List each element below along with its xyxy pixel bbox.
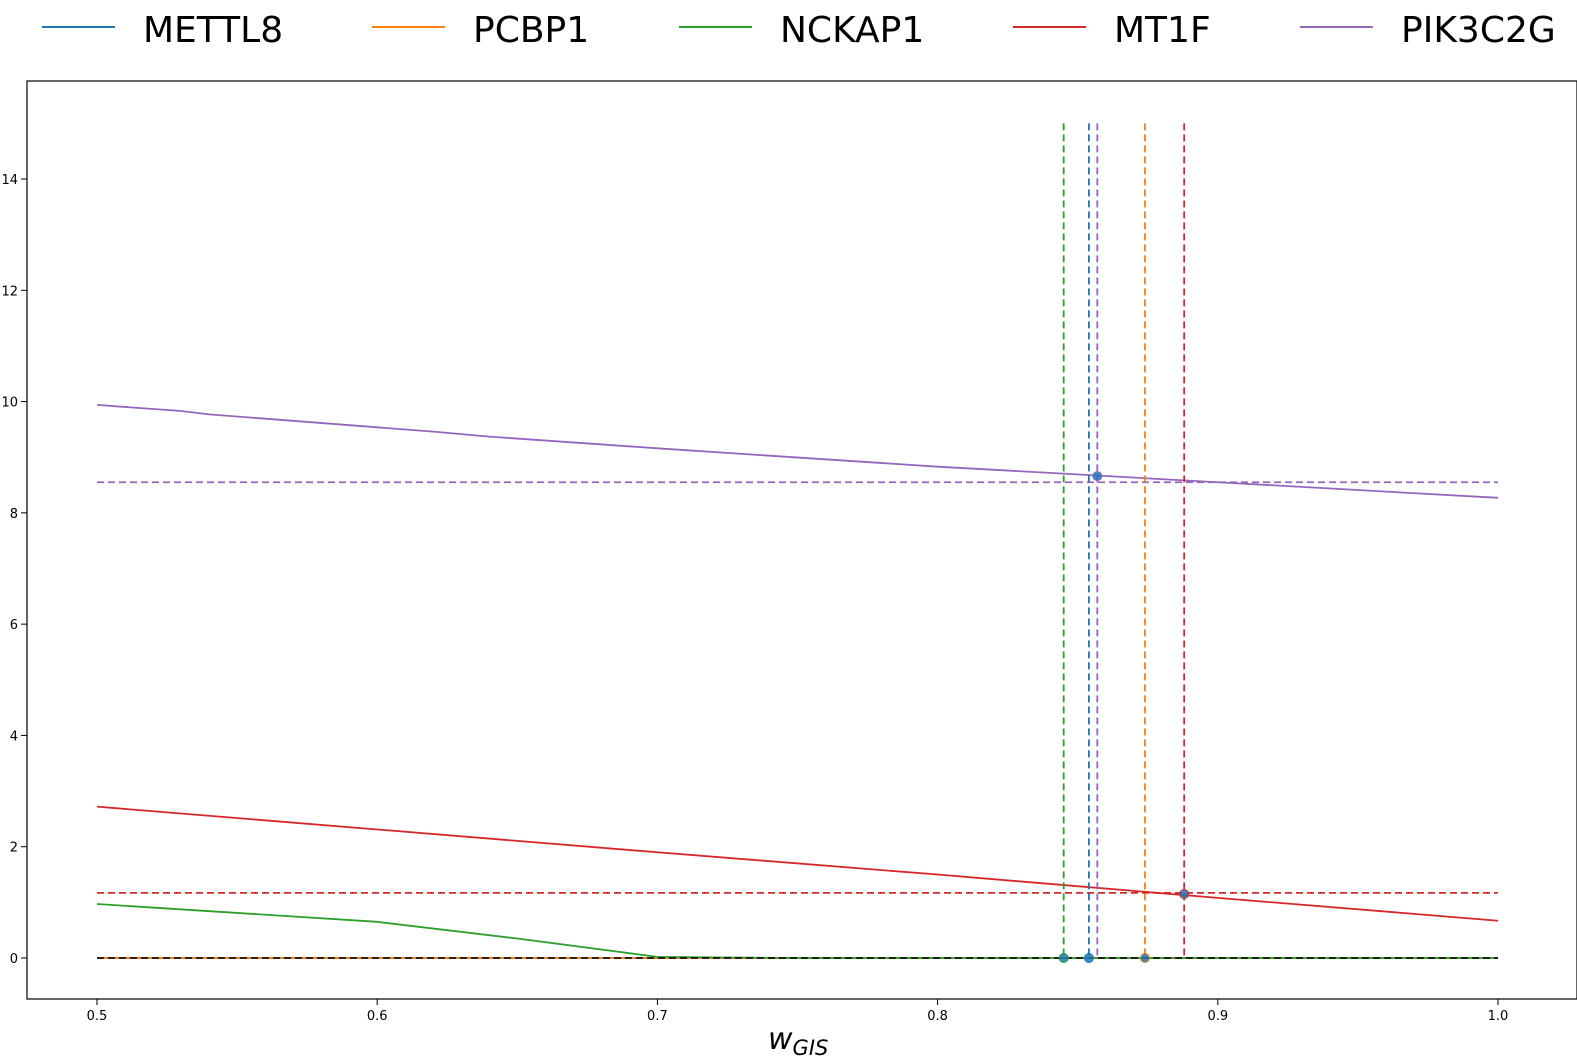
x-tick-label: 0.9 [1207, 1009, 1228, 1024]
series-line-mt1f [96, 805, 1499, 922]
y-tick-label: 4 [10, 729, 18, 744]
series-line-pik3c2g [96, 404, 1499, 499]
crossing-marker-pik3c2g [1092, 471, 1103, 482]
y-tick-label: 10 [1, 396, 18, 411]
legend-label-mt1f: MT1F [1114, 10, 1211, 51]
x-tick-label: 0.5 [87, 1009, 108, 1024]
x-tick-label: 0.6 [367, 1009, 388, 1024]
x-axis-label: wGIS [768, 1022, 828, 1060]
x-axis-label-sub: GIS [793, 1036, 829, 1060]
crossing-marker-mettl8 [1083, 953, 1094, 963]
legend: METTL8 PCBP1 NCKAP1 MT1F PIK3C2G [42, 10, 1556, 51]
x-tick-label: 0.7 [647, 1009, 668, 1024]
legend-label-pcbp1: PCBP1 [473, 10, 589, 51]
axes: 0.5 0.6 0.7 0.8 0.9 1.0 0 2 4 6 8 10 12 14 [1, 173, 1508, 1024]
legend-label-mettl8: METTL8 [143, 10, 283, 51]
crossing-marker-nckap1 [1058, 953, 1069, 963]
y-tick-label: 8 [10, 507, 18, 522]
y-tick-label: 12 [1, 284, 18, 299]
legend-label-pik3c2g: PIK3C2G [1401, 10, 1556, 51]
y-tick-label: 14 [1, 173, 18, 188]
y-tick-label: 6 [10, 618, 18, 633]
y-tick-label: 0 [10, 952, 18, 967]
y-tick-label: 2 [10, 841, 18, 856]
plot-frame [26, 80, 1577, 1000]
x-axis-label-main: w [768, 1022, 793, 1057]
crossing-marker-pcbp1 [1139, 953, 1150, 963]
plot-content [96, 123, 1499, 963]
legend-label-nckap1: NCKAP1 [780, 10, 924, 51]
x-tick-label: 0.8 [927, 1009, 948, 1024]
crossing-marker-mt1f [1179, 889, 1190, 900]
x-tick-label: 1.0 [1488, 1009, 1509, 1024]
